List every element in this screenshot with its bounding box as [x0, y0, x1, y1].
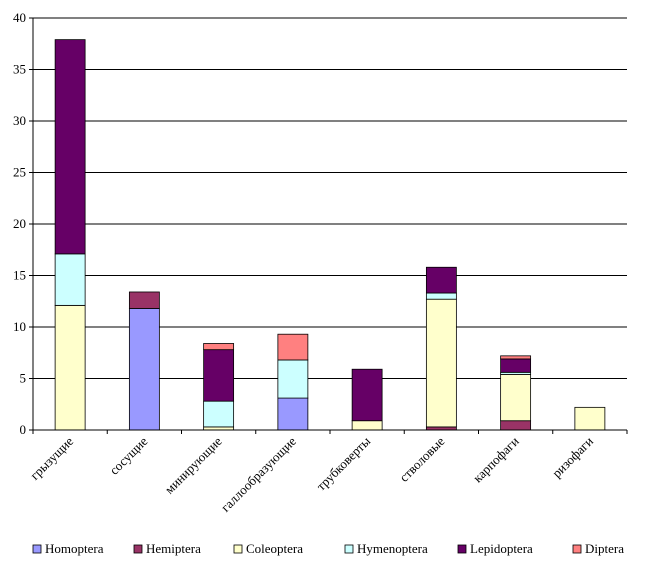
x-category-label: минирующие	[162, 433, 225, 496]
bar-segment-hymenoptera	[425, 292, 457, 300]
y-tick-label: 40	[13, 10, 26, 25]
legend-swatch-diptera	[572, 544, 582, 554]
x-category-label: ризофаги	[549, 433, 596, 480]
legend-swatch-hemiptera	[133, 544, 143, 554]
y-tick-label: 20	[13, 216, 26, 231]
bar-segment-lepidoptera	[203, 349, 235, 402]
bar-segment-coleoptera	[574, 406, 606, 431]
legend: Homoptera Hemiptera Coleoptera Hymenoptera L…	[32, 541, 624, 556]
bar-segment-hemiptera	[500, 420, 532, 431]
x-category-label: галлообразующие	[218, 433, 299, 514]
bars	[54, 39, 606, 431]
bar-segment-homoptera	[277, 397, 309, 431]
bar-segment-homoptera	[128, 308, 160, 431]
y-tick-label: 30	[13, 113, 26, 128]
bar-segment-hymenoptera	[203, 400, 235, 428]
y-axis-ticks: 0 5 10 15 20 25 30 35 40	[13, 10, 33, 437]
bar-segment-diptera	[500, 355, 532, 360]
x-category-label: стволовые	[396, 433, 447, 484]
bar-segment-coleoptera	[54, 304, 86, 431]
gridlines	[33, 17, 627, 379]
bar-segment-hymenoptera	[277, 359, 309, 399]
legend-swatch-coleoptera	[233, 544, 243, 554]
bar-segment-coleoptera	[425, 298, 457, 428]
category-labels: грызущие сосущие минирующиегаллообразующие…	[27, 433, 596, 514]
bar-segment-hymenoptera	[54, 253, 86, 306]
y-tick-label: 15	[13, 268, 26, 283]
bar-segment-lepidoptera	[500, 358, 532, 373]
legend-label: Homoptera	[45, 541, 104, 556]
bar-segment-coleoptera	[500, 373, 532, 422]
bar-segment-lepidoptera	[54, 39, 86, 255]
legend-label: Lepidoptera	[470, 541, 533, 556]
x-category-label: грызущие	[27, 433, 76, 482]
legend-label: Hemiptera	[146, 541, 201, 556]
bar-segment-lepidoptera	[351, 368, 383, 422]
bar-segment-diptera	[203, 343, 235, 351]
axes	[32, 18, 628, 434]
bar-segment-diptera	[277, 333, 309, 361]
y-tick-label: 10	[13, 319, 26, 334]
legend-swatch-lepidoptera	[457, 544, 467, 554]
bar-segment-hemiptera	[128, 291, 160, 309]
legend-label: Diptera	[585, 541, 624, 556]
y-tick-label: 35	[13, 62, 26, 77]
x-category-label: сосущие	[106, 433, 150, 477]
legend-swatch-hymenoptera	[344, 544, 354, 554]
x-category-label: карпофаги	[470, 433, 522, 485]
legend-label: Hymenoptera	[357, 541, 428, 556]
bar-segment-lepidoptera	[425, 266, 457, 294]
legend-label: Coleoptera	[246, 541, 303, 556]
x-category-label: трубковерты	[313, 433, 373, 493]
y-tick-label: 5	[20, 371, 27, 386]
legend-swatch-homoptera	[32, 544, 42, 554]
bar-segment-coleoptera	[351, 420, 383, 431]
y-tick-label: 25	[13, 165, 26, 180]
y-tick-label: 0	[20, 422, 27, 437]
